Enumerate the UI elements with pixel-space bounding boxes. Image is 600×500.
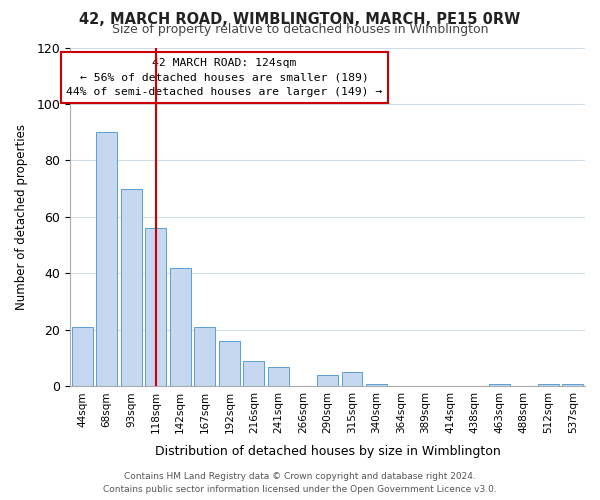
Text: 42, MARCH ROAD, WIMBLINGTON, MARCH, PE15 0RW: 42, MARCH ROAD, WIMBLINGTON, MARCH, PE15…	[79, 12, 521, 28]
Bar	[489, 384, 509, 386]
Bar	[72, 327, 92, 386]
Bar	[317, 375, 338, 386]
Text: Contains HM Land Registry data © Crown copyright and database right 2024.
Contai: Contains HM Land Registry data © Crown c…	[103, 472, 497, 494]
Bar	[538, 384, 559, 386]
Bar	[366, 384, 387, 386]
Text: 42 MARCH ROAD: 124sqm
← 56% of detached houses are smaller (189)
44% of semi-det: 42 MARCH ROAD: 124sqm ← 56% of detached …	[67, 58, 383, 98]
Bar	[341, 372, 362, 386]
Text: Size of property relative to detached houses in Wimblington: Size of property relative to detached ho…	[112, 22, 488, 36]
Bar	[121, 188, 142, 386]
Y-axis label: Number of detached properties: Number of detached properties	[15, 124, 28, 310]
Bar	[219, 341, 240, 386]
Bar	[268, 366, 289, 386]
Bar	[145, 228, 166, 386]
X-axis label: Distribution of detached houses by size in Wimblington: Distribution of detached houses by size …	[155, 444, 500, 458]
Bar	[96, 132, 117, 386]
Bar	[244, 361, 265, 386]
Bar	[170, 268, 191, 386]
Bar	[194, 327, 215, 386]
Bar	[562, 384, 583, 386]
